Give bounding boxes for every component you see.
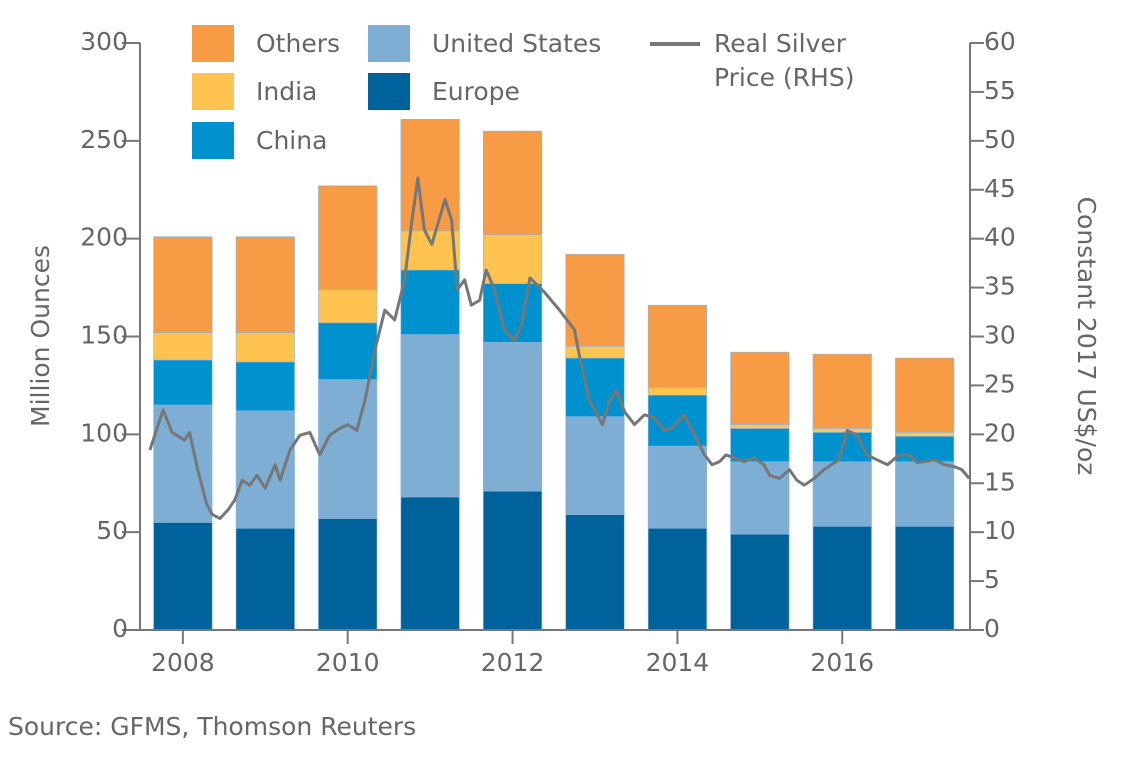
bar-segment — [565, 345, 625, 359]
bar-segment — [400, 496, 460, 631]
bar-segment — [235, 236, 295, 333]
y2-tick-label: 10 — [984, 516, 1016, 545]
legend-label: Real Silver Price (RHS) — [714, 29, 855, 92]
legend-swatch — [368, 25, 410, 62]
y2-tick-label: 25 — [984, 369, 1016, 398]
legend-swatch — [368, 73, 410, 110]
bar-segment — [647, 304, 707, 388]
bar-segment — [318, 518, 378, 631]
bar-segment — [730, 461, 790, 535]
y-tick-label: 50 — [96, 516, 128, 545]
bar-segment — [235, 332, 295, 363]
legend-label: United States — [432, 29, 601, 58]
bar-segment — [895, 357, 955, 433]
y2-tick-label: 0 — [984, 614, 1000, 643]
bar-segment — [730, 428, 790, 463]
legend-label: China — [256, 126, 327, 155]
bar-segment — [400, 269, 460, 335]
bar-segment — [895, 525, 955, 631]
y-tick-label: 250 — [80, 125, 128, 154]
legend-label: Others — [256, 29, 340, 58]
bar-segment — [565, 416, 625, 515]
source-note: Source: GFMS, Thomson Reuters — [8, 712, 416, 741]
bar-segment — [482, 283, 543, 343]
y-tick-label: 200 — [80, 223, 128, 252]
legend-swatch — [192, 122, 234, 159]
legend-swatch — [192, 73, 234, 110]
bar-segment — [565, 357, 625, 418]
y-axis-label: Million Ounces — [26, 245, 55, 427]
bar-segment — [318, 322, 378, 380]
y2-axis-label: Constant 2017 US$/oz — [1072, 197, 1101, 476]
x-tick-label: 2008 — [151, 648, 215, 677]
bar-segment — [812, 525, 872, 631]
price-line — [148, 176, 971, 520]
bar-segment — [730, 424, 790, 429]
y-tick-label: 150 — [80, 321, 128, 350]
bar-segment — [647, 527, 707, 631]
y2-tick-label: 35 — [984, 272, 1016, 301]
y2-tick-label: 40 — [984, 223, 1016, 252]
bar-segment — [318, 289, 378, 324]
bar-segment — [153, 236, 213, 333]
y2-tick-label: 50 — [984, 125, 1016, 154]
x-tick-label: 2014 — [646, 648, 710, 677]
bar-segment — [235, 527, 295, 631]
x-tick-label: 2012 — [481, 648, 545, 677]
bar-segment — [895, 432, 955, 437]
bar-segment — [235, 410, 295, 529]
bar-segment — [235, 361, 295, 412]
bar-segment — [895, 461, 955, 527]
legend-swatch — [192, 25, 234, 62]
y-tick-label: 0 — [112, 614, 128, 643]
y2-tick-label: 60 — [984, 27, 1016, 56]
bar-segment — [318, 185, 378, 290]
bar-segment — [812, 353, 872, 429]
bar-segment — [153, 522, 213, 631]
bar-segment — [482, 490, 543, 631]
bar-segment — [400, 334, 460, 498]
y2-tick-label: 15 — [984, 467, 1016, 496]
bar-segment — [318, 379, 378, 519]
y2-tick-label: 20 — [984, 418, 1016, 447]
legend-wrap: Real Silver Price (RHS) — [714, 29, 855, 92]
bar-segment — [730, 533, 790, 631]
bar-segment — [895, 435, 955, 463]
legend-label: Europe — [432, 77, 520, 106]
y-tick-label: 300 — [80, 27, 128, 56]
bar-segment — [482, 342, 543, 492]
bar-segment — [153, 359, 213, 406]
x-tick-label: 2010 — [316, 648, 380, 677]
bar-segment — [565, 514, 625, 631]
x-tick-label: 2016 — [810, 648, 874, 677]
bar-segment — [812, 428, 872, 433]
legend-label: India — [256, 77, 317, 106]
bar-segment — [647, 387, 707, 396]
y2-tick-label: 45 — [984, 174, 1016, 203]
bar-segment — [153, 404, 213, 523]
bar-segment — [482, 234, 543, 284]
bar-segment — [482, 130, 543, 236]
y-tick-label: 100 — [80, 418, 128, 447]
y2-tick-label: 30 — [984, 321, 1016, 350]
bar-segment — [730, 351, 790, 425]
y2-tick-label: 5 — [984, 565, 1000, 594]
y2-tick-label: 55 — [984, 76, 1016, 105]
bar-segment — [647, 445, 707, 529]
bar-segment — [153, 332, 213, 361]
